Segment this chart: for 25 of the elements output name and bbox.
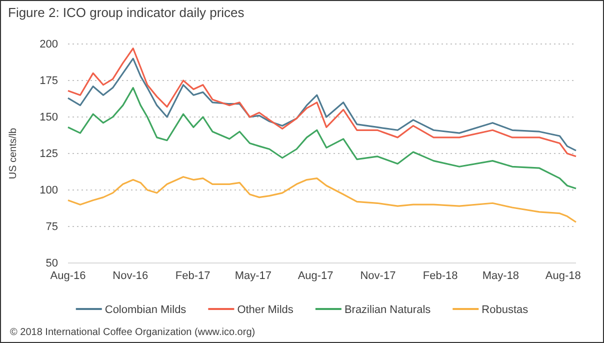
text: © 2018 International Coffee Organization (www.ico.org) [10,327,256,338]
legend-label: Brazilian Naturals [344,304,432,316]
x-tick-label: May-17 [234,270,272,282]
x-tick-label: May-18 [482,270,520,282]
line-series [67,87,577,190]
legend-label: Other Milds [237,304,294,316]
x-tick-label: Aug-17 [298,270,334,282]
x-tick-label: Feb-17 [175,270,210,282]
x-tick-label: Aug-18 [545,270,581,282]
chart-title: Figure 2: ICO group indicator daily prices [8,5,245,20]
y-tick-label: 75 [46,221,58,234]
x-tick-label: Feb-18 [422,270,458,282]
y-axis-title: US cents/lb [8,128,19,180]
legend-label: Colombian Milds [104,304,187,316]
y-tick-label: 100 [40,184,58,197]
y-tick-label: 175 [40,75,58,88]
y-tick-label: 200 [40,38,58,51]
x-tick-label: Aug-16 [50,270,86,282]
x-tick-label: Nov-17 [360,270,396,282]
y-tick-label: 50 [46,258,58,270]
legend-label: Robustas [482,304,529,316]
y-tick-label: 150 [40,112,58,124]
y-tick-label: 125 [40,148,58,160]
line-series [67,176,577,223]
x-tick-label: Nov-16 [112,270,148,282]
